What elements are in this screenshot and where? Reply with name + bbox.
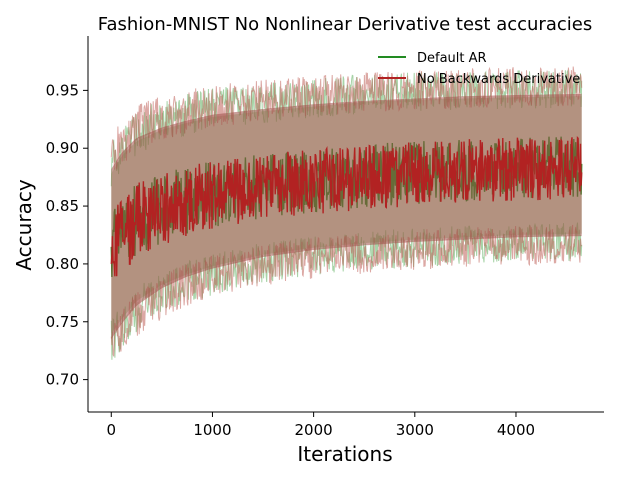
plot-area [110, 66, 583, 360]
series-no-backwards-derivative [110, 66, 583, 357]
legend: Default AR No Backwards Derivative [378, 51, 580, 87]
x-tick-label: 4000 [497, 421, 535, 439]
x-tick-label: 2000 [295, 421, 333, 439]
series-upper-noise [110, 66, 583, 170]
y-axis-title: Accuracy [12, 179, 36, 270]
series-lower-noise [110, 224, 583, 357]
series-line [110, 136, 583, 277]
chart-title: Fashion-MNIST No Nonlinear Derivative te… [98, 14, 592, 35]
y-tick-label: 0.95 [46, 81, 79, 99]
y-tick-label: 0.75 [46, 313, 79, 331]
y-tick-label: 0.90 [46, 139, 79, 157]
series-layer [110, 66, 583, 360]
y-tick-label: 0.80 [46, 255, 79, 273]
legend-label-default-ar: Default AR [417, 51, 487, 66]
x-axis-title: Iterations [297, 442, 392, 466]
y-tick-label: 0.85 [46, 197, 79, 215]
x-tick-label: 3000 [396, 421, 434, 439]
x-ticks: 0 1000 2000 3000 4000 [106, 412, 535, 439]
y-ticks: 0.70 0.75 0.80 0.85 0.90 0.95 [46, 81, 88, 389]
axes: 0 1000 2000 3000 4000 0.700.750.800.850.900.… [46, 36, 604, 439]
y-tick-label: 0.70 [46, 371, 79, 389]
x-tick-label: 1000 [193, 421, 231, 439]
legend-label-no-backwards-derivative: No Backwards Derivative [417, 72, 580, 87]
x-tick-label: 0 [106, 421, 116, 439]
